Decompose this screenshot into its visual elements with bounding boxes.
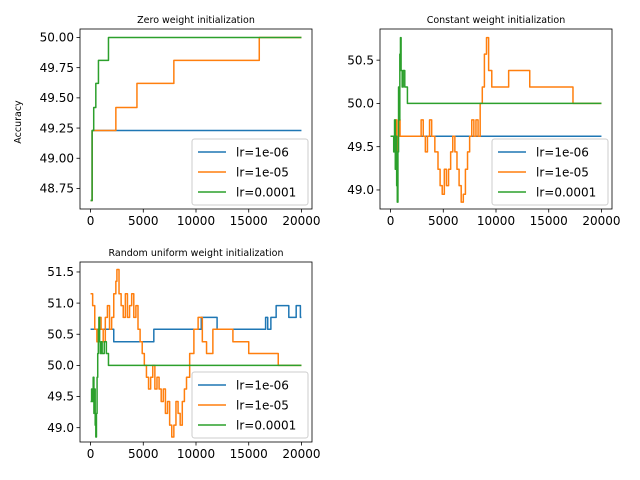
legend-label: lr=0.0001 (236, 186, 296, 200)
x-tick-label: 0 (87, 214, 95, 228)
series-line-2 (390, 36, 602, 203)
x-tick-label: 0 (87, 447, 95, 461)
legend-label: lr=1e-05 (236, 166, 289, 180)
plot-area: 0 5000 10000 15000 20000 49.0 49.5 50.0 50.5 lr=1… (347, 28, 621, 228)
plot-area: 0 5000 10000 15000 20000 48.75 49.00 49.25 49.50… (40, 28, 321, 228)
legend-box (191, 138, 309, 206)
x-tick-label: 20000 (282, 447, 320, 461)
subplot-random-uniform-weight: Random uniform weight initialization 0 50… (47, 248, 320, 461)
x-tick-label: 15000 (530, 214, 568, 228)
series-lines (390, 36, 602, 203)
chart-title: Zero weight initialization (137, 15, 255, 26)
series-line-3 (90, 36, 302, 202)
y-tick-label: 50.5 (347, 53, 374, 67)
y-tick-label: 51.0 (47, 296, 74, 310)
legend-box (191, 371, 309, 439)
y-tick-label: 49.00 (40, 151, 74, 165)
y-tick-label: 50.0 (47, 359, 74, 373)
x-tick-label: 5000 (428, 214, 459, 228)
y-tick-label: 51.5 (47, 265, 74, 279)
legend-label: lr=1e-06 (236, 146, 289, 160)
y-tick-label: 49.0 (347, 183, 374, 197)
y-axis-label: Accuracy (13, 100, 24, 144)
series-lines (90, 36, 302, 202)
y-tick-label: 50.00 (40, 31, 74, 45)
x-tick-label: 15000 (230, 214, 268, 228)
x-tick-label: 10000 (477, 214, 515, 228)
chart-title: Constant weight initialization (427, 15, 566, 26)
series-lines (90, 268, 302, 438)
chart-title: Random uniform weight initialization (108, 248, 283, 259)
legend: lr=1e-06 lr=1e-05 lr=0.0001 (191, 138, 309, 206)
legend-label: lr=1e-06 (536, 146, 589, 160)
x-tick-label: 10000 (177, 214, 215, 228)
subplot-zero-weight: Zero weight initialization Accuracy 0 500… (13, 15, 321, 228)
y-tick-label: 50.5 (47, 327, 74, 341)
x-tick-label: 5000 (128, 214, 159, 228)
x-tick-label: 0 (387, 214, 395, 228)
series-line-3 (90, 316, 302, 438)
y-tick-label: 49.5 (347, 140, 374, 154)
y-tick-label: 49.50 (40, 91, 74, 105)
legend: lr=1e-06 lr=1e-05 lr=0.0001 (191, 371, 309, 439)
legend-label: lr=0.0001 (236, 419, 296, 433)
y-tick-label: 50.0 (347, 97, 374, 111)
legend-label: lr=0.0001 (536, 186, 596, 200)
y-tick-label: 49.75 (40, 61, 74, 75)
legend: lr=1e-06 lr=1e-05 lr=0.0001 (491, 138, 609, 206)
series-line-2 (90, 268, 302, 438)
x-tick-label: 15000 (230, 447, 268, 461)
legend-label: lr=1e-05 (236, 399, 289, 413)
series-line-3 (390, 36, 602, 203)
x-tick-label: 20000 (282, 214, 320, 228)
legend-label: lr=1e-06 (236, 379, 289, 393)
legend-box (491, 138, 609, 206)
x-tick-label: 20000 (582, 214, 620, 228)
subplot-constant-weight: Constant weight initialization 0 5000 1000… (347, 15, 620, 228)
y-tick-label: 48.75 (40, 182, 74, 196)
y-tick-label: 49.25 (40, 121, 74, 135)
x-tick-label: 5000 (128, 447, 159, 461)
y-tick-label: 49.5 (47, 390, 74, 404)
x-tick-label: 10000 (177, 447, 215, 461)
series-line-1 (90, 304, 302, 343)
y-tick-label: 49.0 (47, 421, 74, 435)
plot-area: 0 5000 10000 15000 20000 49.0 49.5 50.0 50.5 51.0… (47, 261, 321, 461)
legend-label: lr=1e-05 (536, 166, 589, 180)
